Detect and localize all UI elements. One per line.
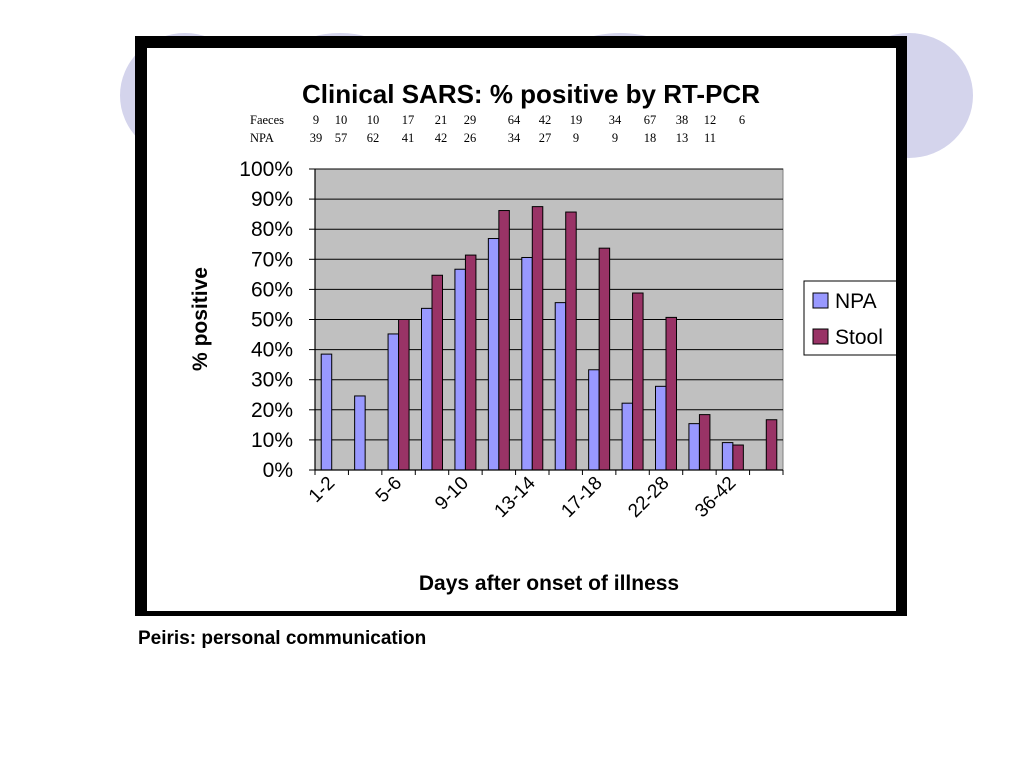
legend-label-npa: NPA: [835, 290, 877, 313]
count-value: 9: [573, 131, 579, 145]
bar-stool: [498, 210, 510, 471]
count-value: 18: [644, 131, 657, 145]
bar-npa: [621, 402, 634, 471]
bar-npa: [320, 353, 333, 471]
y-tick-label: 10%: [251, 429, 293, 452]
bar-stool: [531, 206, 544, 471]
count-value: 17: [402, 113, 415, 127]
bar-npa: [588, 369, 600, 471]
chart-area: Clinical SARS: % positive by RT-PCR Faec…: [147, 48, 896, 611]
y-tick-label: 0%: [263, 459, 293, 482]
legend-swatch-npa: [812, 292, 829, 309]
count-value: 11: [704, 131, 716, 145]
bar-stool: [665, 316, 677, 471]
bar-chart: Clinical SARS: % positive by RT-PCR Faec…: [189, 79, 896, 595]
x-tick-labels: 1-2 5-6 9-10 13-14 17-18 22-28 36-42: [305, 472, 740, 522]
x-tick-label: 9-10: [431, 473, 473, 515]
count-value: 42: [435, 131, 448, 145]
bar-stool: [398, 319, 410, 471]
legend-swatch-stool: [812, 328, 829, 345]
counts-row-label: Faeces: [250, 113, 284, 127]
y-tick-label: 90%: [251, 188, 293, 211]
bar-npa: [688, 423, 700, 471]
count-value: 9: [313, 113, 319, 127]
x-tick-label: 13-14: [491, 472, 541, 522]
bar-npa: [655, 385, 667, 471]
count-value: 12: [704, 113, 717, 127]
x-axis-label: Days after onset of illness: [419, 572, 679, 595]
count-value: 39: [310, 131, 323, 145]
bar-npa: [421, 307, 433, 471]
y-tick-label: 50%: [251, 309, 293, 332]
bar-npa: [554, 302, 567, 471]
x-tick-label: 17-18: [557, 473, 606, 522]
counts-table: Faeces 9 10 10 17 21 29 64 42 19 34 67 38 12 6 NPA 39 57 6…: [250, 113, 745, 145]
count-value: 64: [508, 113, 521, 127]
y-tick-label: 40%: [251, 339, 293, 362]
bar-npa: [387, 333, 400, 471]
count-value: 10: [367, 113, 380, 127]
x-tick-label: 5-6: [372, 473, 406, 507]
y-tick-label: 30%: [251, 369, 293, 392]
count-value: 21: [435, 113, 448, 127]
x-tick-label: 1-2: [305, 473, 339, 507]
bar-stool: [431, 274, 443, 471]
bar-npa: [354, 395, 366, 471]
count-value: 34: [609, 113, 622, 127]
bar-stool: [765, 419, 778, 471]
bar-npa: [521, 256, 533, 471]
count-value: 13: [676, 131, 689, 145]
x-tick-label: 22-28: [624, 473, 673, 522]
count-value: 27: [539, 131, 552, 145]
y-tick-labels: 0% 10% 20% 30% 40% 50% 60% 70% 80% 90% 100%: [239, 158, 315, 482]
count-value: 62: [367, 131, 380, 145]
y-axis-label: % positive: [189, 267, 212, 371]
bar-stool: [632, 292, 644, 471]
bar-npa: [721, 442, 734, 471]
chart-title: Clinical SARS: % positive by RT-PCR: [302, 79, 760, 109]
count-value: 26: [464, 131, 477, 145]
y-tick-label: 20%: [251, 399, 293, 422]
bar-npa: [487, 238, 500, 471]
y-tick-label: 60%: [251, 278, 293, 301]
chart-frame: Clinical SARS: % positive by RT-PCR Faec…: [135, 36, 907, 616]
count-value: 6: [739, 113, 745, 127]
legend: NPA Stool: [803, 280, 896, 356]
source-caption: Peiris: personal communication: [138, 628, 427, 649]
count-value: 10: [335, 113, 348, 127]
count-value: 29: [464, 113, 477, 127]
bar-npa: [454, 268, 466, 471]
count-value: 9: [612, 131, 618, 145]
y-tick-label: 80%: [251, 218, 293, 241]
count-value: 67: [644, 113, 657, 127]
count-value: 34: [508, 131, 521, 145]
count-value: 38: [676, 113, 689, 127]
bar-stool: [464, 254, 477, 471]
bar-stool: [732, 444, 744, 471]
count-value: 42: [539, 113, 552, 127]
bar-stool: [598, 247, 611, 471]
y-tick-label: 100%: [239, 158, 293, 181]
counts-row-label: NPA: [250, 131, 274, 145]
count-value: 19: [570, 113, 583, 127]
bar-stool: [698, 414, 711, 471]
bar-stool: [565, 211, 577, 471]
legend-label-stool: Stool: [835, 326, 883, 349]
y-tick-label: 70%: [251, 248, 293, 271]
count-value: 57: [335, 131, 348, 145]
x-tick-label: 36-42: [691, 473, 740, 522]
count-value: 41: [402, 131, 415, 145]
